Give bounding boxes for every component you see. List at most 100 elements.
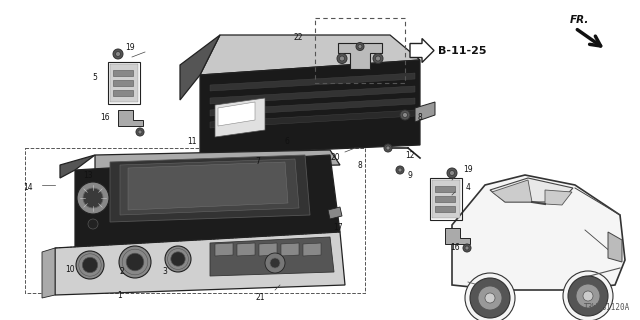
Polygon shape [328,207,342,219]
Bar [432,180,460,218]
Circle shape [576,284,600,308]
Circle shape [396,166,404,174]
Text: 7: 7 [255,156,260,165]
Circle shape [563,271,613,320]
Text: 3: 3 [163,267,168,276]
Polygon shape [128,162,288,210]
Text: 2: 2 [120,268,124,276]
Bar [25,148,365,293]
Polygon shape [281,243,299,256]
Circle shape [478,286,502,310]
Polygon shape [60,155,95,178]
Circle shape [386,146,390,150]
Circle shape [356,43,364,51]
Circle shape [568,276,608,316]
Circle shape [384,144,392,152]
Text: 10: 10 [65,266,75,275]
Circle shape [485,293,495,303]
Polygon shape [215,243,233,256]
Circle shape [83,188,103,208]
Circle shape [358,44,362,49]
Text: 12: 12 [405,150,415,159]
Bar [435,206,455,212]
Circle shape [270,258,280,268]
Circle shape [339,56,344,61]
Bar [108,62,140,104]
Polygon shape [492,180,532,202]
Circle shape [373,53,383,63]
Polygon shape [338,43,382,68]
Text: 11: 11 [188,138,196,147]
Text: 19: 19 [463,165,473,174]
Circle shape [400,110,410,120]
Bar [113,80,133,86]
Polygon shape [210,98,415,116]
Text: 20: 20 [330,154,340,163]
Polygon shape [95,150,340,170]
Polygon shape [545,190,572,205]
Polygon shape [200,35,420,75]
Bar [110,64,138,102]
Polygon shape [608,232,622,262]
Text: 16: 16 [100,114,110,123]
Text: 6: 6 [285,138,289,147]
Polygon shape [110,155,310,222]
Text: 19: 19 [125,43,135,52]
Polygon shape [75,155,340,248]
Text: 5: 5 [93,74,97,83]
Circle shape [136,128,144,136]
Polygon shape [200,60,420,155]
Text: 17: 17 [333,222,343,231]
Circle shape [77,182,109,214]
Bar [430,178,462,220]
Circle shape [76,251,104,279]
Polygon shape [55,232,345,295]
Polygon shape [237,243,255,256]
Polygon shape [303,243,321,256]
Polygon shape [410,38,434,62]
Circle shape [165,246,191,272]
Text: 21: 21 [255,293,265,302]
Circle shape [171,252,185,266]
Polygon shape [490,178,573,202]
Text: 14: 14 [23,183,33,193]
Polygon shape [210,237,334,276]
Text: 9: 9 [408,171,412,180]
Text: 22: 22 [293,34,303,43]
Bar [113,90,133,96]
Polygon shape [210,73,415,91]
Polygon shape [415,102,435,122]
Bar [435,186,455,192]
Circle shape [376,56,381,61]
Circle shape [83,257,98,273]
Text: 8: 8 [418,114,422,123]
Polygon shape [210,110,415,128]
Circle shape [447,168,457,178]
Circle shape [470,278,510,318]
Circle shape [126,253,144,271]
Circle shape [119,246,151,278]
Polygon shape [215,98,265,137]
Text: FR.: FR. [570,15,589,25]
Text: 13: 13 [83,171,93,180]
Circle shape [583,291,593,301]
Circle shape [463,244,471,252]
Circle shape [113,49,123,59]
Circle shape [465,246,469,250]
Circle shape [465,273,515,320]
Text: 1: 1 [118,291,122,300]
Polygon shape [452,175,625,290]
Circle shape [398,168,402,172]
Circle shape [115,52,120,57]
Bar [435,196,455,202]
Circle shape [88,219,98,229]
Text: T3W4B1120A: T3W4B1120A [584,303,630,312]
Polygon shape [120,159,299,215]
Polygon shape [118,110,143,126]
Polygon shape [259,243,277,256]
Polygon shape [218,102,255,126]
Polygon shape [180,35,220,100]
Text: 4: 4 [465,183,470,193]
Circle shape [449,171,454,175]
Circle shape [403,113,408,117]
